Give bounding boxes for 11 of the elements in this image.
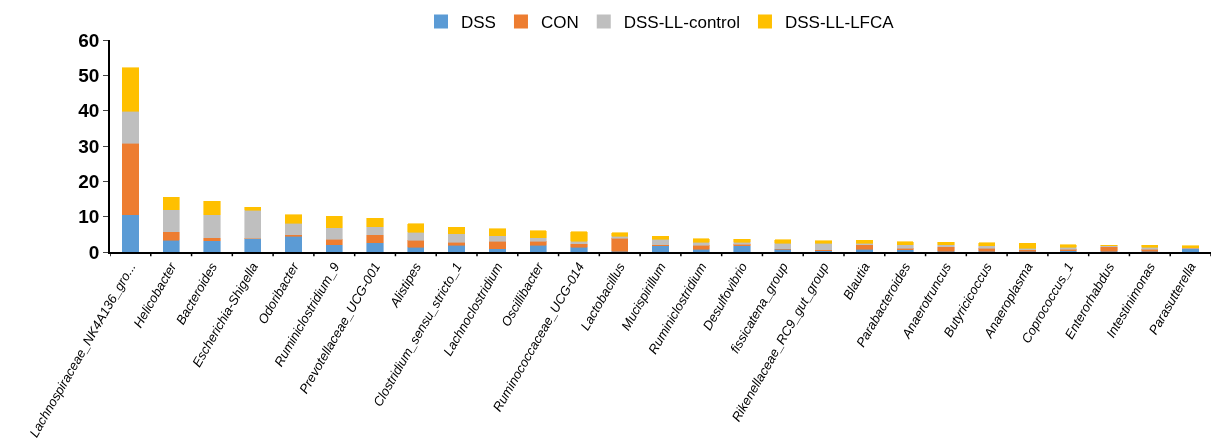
y-tick-label: 10 [78, 206, 100, 228]
legend-label: DSS-LL-LFCA [784, 13, 895, 33]
legend-label: DSS-LL-control [623, 13, 740, 33]
y-tick-label: 30 [78, 135, 100, 157]
y-tick-label: 20 [78, 170, 100, 192]
y-tick-label: 0 [88, 241, 100, 263]
y-tick-label: 40 [78, 100, 100, 122]
legend-label: CON [540, 13, 579, 33]
legend-label: DSS [461, 13, 496, 33]
y-tick-label: 50 [78, 64, 100, 86]
y-tick-label: 60 [78, 29, 100, 51]
